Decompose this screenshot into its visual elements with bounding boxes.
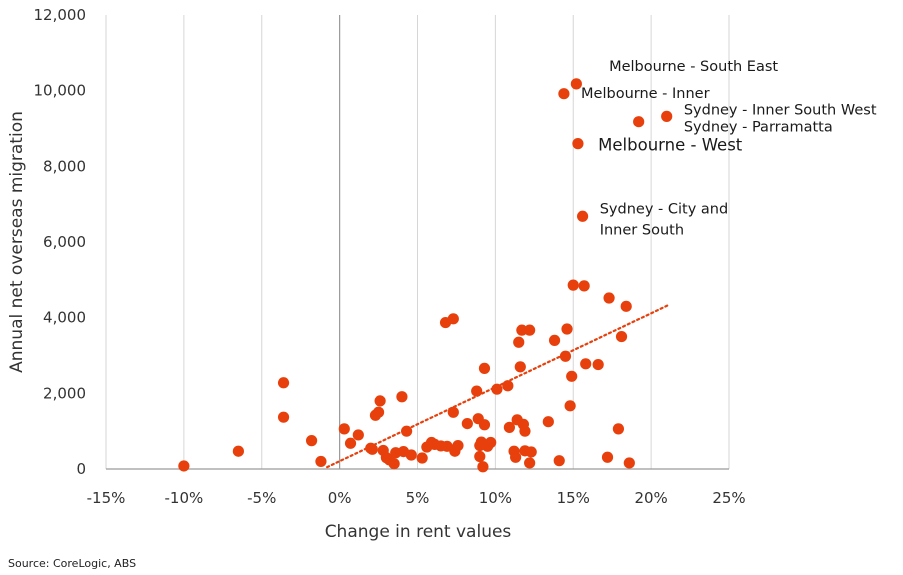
point-annotation: Melbourne - South East bbox=[609, 59, 778, 75]
point-annotation: Melbourne - West bbox=[598, 136, 743, 155]
x-tick-labels: -15% -10% -5% 0% 5% 10% 15% 20% 25% bbox=[87, 489, 746, 507]
data-point bbox=[372, 406, 385, 418]
data-point bbox=[374, 395, 386, 407]
data-point bbox=[305, 435, 318, 447]
y-tick-label: 8,000 bbox=[43, 157, 86, 175]
data-point bbox=[561, 323, 573, 335]
data-point bbox=[553, 455, 565, 467]
data-point bbox=[516, 324, 528, 336]
x-axis-title: Change in rent values bbox=[325, 522, 512, 542]
data-points bbox=[178, 78, 673, 473]
data-point bbox=[396, 391, 408, 403]
data-point bbox=[452, 439, 464, 452]
y-tick-label: 6,000 bbox=[43, 233, 86, 251]
source-note: Source: CoreLogic, ABS bbox=[8, 557, 137, 570]
x-tick-label: 20% bbox=[634, 489, 667, 507]
data-point bbox=[524, 457, 536, 469]
data-point bbox=[366, 443, 378, 455]
y-tick-label: 10,000 bbox=[34, 82, 87, 100]
data-point bbox=[485, 436, 497, 449]
data-point bbox=[502, 380, 514, 392]
point-annotation: Sydney - City and bbox=[600, 202, 728, 218]
data-point bbox=[478, 362, 491, 374]
y-axis-title: Annual net overseas migration bbox=[7, 111, 27, 373]
data-point bbox=[277, 411, 290, 423]
data-point bbox=[633, 116, 645, 128]
data-point bbox=[510, 451, 522, 463]
data-point bbox=[566, 370, 578, 382]
data-point bbox=[352, 429, 364, 441]
data-point bbox=[405, 449, 417, 461]
y-tick-label: 12,000 bbox=[34, 6, 87, 24]
point-annotation: Sydney - Parramatta bbox=[684, 120, 833, 136]
data-point bbox=[612, 423, 625, 435]
x-tick-label: -10% bbox=[164, 489, 203, 507]
data-point bbox=[519, 425, 531, 437]
x-tick-label: -15% bbox=[87, 489, 126, 507]
data-point bbox=[601, 451, 614, 463]
data-point bbox=[578, 280, 590, 292]
data-point bbox=[623, 457, 635, 469]
data-point bbox=[478, 419, 491, 431]
data-point bbox=[277, 377, 290, 389]
y-tick-label: 2,000 bbox=[43, 384, 86, 402]
data-point bbox=[558, 88, 570, 100]
data-point bbox=[416, 452, 428, 464]
y-tick-labels: 0 2,000 4,000 6,000 8,000 10,000 12,000 bbox=[34, 6, 87, 478]
data-point bbox=[661, 110, 673, 122]
data-point bbox=[524, 324, 536, 336]
x-tick-label: 25% bbox=[712, 489, 745, 507]
gridlines bbox=[105, 15, 730, 469]
data-point bbox=[559, 350, 572, 362]
data-point bbox=[580, 358, 592, 370]
data-point bbox=[603, 292, 615, 304]
data-point bbox=[503, 421, 515, 433]
data-point bbox=[572, 138, 584, 150]
data-point bbox=[548, 334, 561, 346]
data-point bbox=[615, 330, 628, 343]
x-tick-label: 10% bbox=[479, 489, 512, 507]
data-point bbox=[338, 423, 350, 435]
x-tick-label: 15% bbox=[557, 489, 590, 507]
data-point bbox=[491, 383, 503, 395]
data-point bbox=[474, 450, 486, 463]
point-annotation: Inner South bbox=[600, 223, 684, 239]
data-point bbox=[525, 446, 537, 458]
data-point bbox=[400, 425, 413, 437]
data-point bbox=[542, 416, 554, 428]
x-tick-label: -5% bbox=[247, 489, 276, 507]
data-point bbox=[344, 437, 357, 449]
data-point bbox=[315, 455, 327, 468]
x-tick-label: 5% bbox=[406, 489, 430, 507]
point-annotation: Sydney - Inner South West bbox=[684, 103, 877, 119]
data-point bbox=[513, 336, 525, 348]
data-point bbox=[447, 313, 459, 325]
data-point bbox=[620, 300, 632, 312]
point-annotation: Melbourne - Inner bbox=[581, 86, 710, 102]
data-point bbox=[567, 279, 579, 291]
data-point bbox=[576, 210, 589, 222]
data-point bbox=[461, 418, 473, 430]
data-point bbox=[477, 461, 489, 473]
data-point bbox=[447, 406, 459, 418]
data-point bbox=[232, 445, 244, 457]
data-point bbox=[570, 78, 582, 90]
x-tick-label: 0% bbox=[328, 489, 352, 507]
data-point bbox=[514, 361, 526, 373]
data-point bbox=[564, 400, 576, 412]
data-point bbox=[471, 385, 483, 397]
axes bbox=[106, 15, 729, 470]
y-tick-label: 4,000 bbox=[43, 309, 86, 327]
y-tick-label: 0 bbox=[76, 460, 86, 478]
data-point bbox=[388, 458, 400, 470]
data-point bbox=[592, 358, 604, 371]
data-point bbox=[178, 460, 190, 472]
